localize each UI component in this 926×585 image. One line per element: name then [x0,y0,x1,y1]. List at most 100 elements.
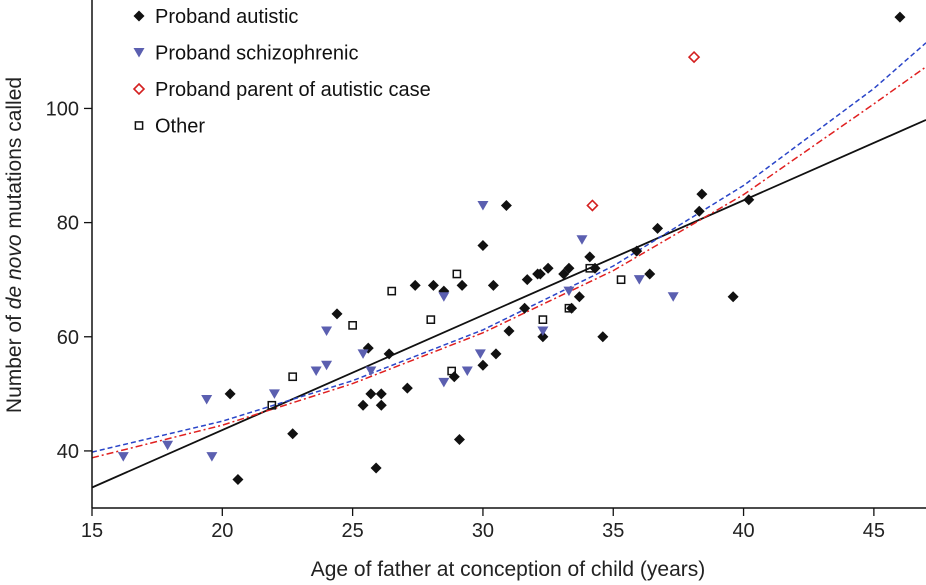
data-point [452,269,462,279]
data-point [576,235,588,245]
data-point [461,366,473,377]
data-point [566,302,578,314]
data-point [426,315,436,324]
data-point [563,262,575,274]
data-point [447,366,457,376]
data-point [633,275,645,285]
data-point [456,279,468,291]
data-point [693,205,705,217]
y-axis-title-part-3: mutations called [3,77,26,235]
y-tick-label: 60 [57,327,79,349]
data-point [453,434,465,446]
data-point [348,320,357,330]
data-point [503,325,515,337]
data-point [387,286,397,296]
y-axis-title-part-2: de novo [3,234,26,309]
data-point [537,326,549,337]
data-point [448,371,460,383]
data-point [375,388,387,400]
data-points [117,11,906,485]
series-0 [224,11,906,485]
data-point [644,268,656,280]
x-tick-label: 35 [602,520,624,542]
y-tick-label: 80 [57,213,79,235]
data-point [201,395,213,405]
data-point [401,382,413,394]
data-point [542,262,554,274]
data-point [409,279,421,291]
fit-line-solid [91,119,926,489]
data-point [563,286,575,297]
data-point [519,302,531,314]
legend-marker [132,82,146,96]
legend-label: Proband autistic [155,6,298,28]
y-axis-title: Number of de novo mutations called [3,77,26,413]
ticks: 15 20 25 30 35 40 45 40 60 80 100 [46,98,885,542]
data-point [224,388,236,400]
data-point [667,292,679,302]
x-axis-title: Age of father at conception of child (ye… [311,558,706,581]
data-point [365,388,377,400]
legend-label: Other [155,116,205,138]
data-point [631,245,643,257]
data-point [564,303,574,313]
data-point [375,399,387,411]
data-point [438,292,450,302]
data-point [438,377,450,388]
series-3 [267,263,626,410]
data-point [584,251,596,263]
data-point [365,366,377,377]
data-point [616,275,626,285]
fit-line-dashed [91,42,926,453]
data-point [589,262,601,274]
y-tick-label: 40 [57,441,79,463]
data-point [477,239,489,251]
data-point [383,348,395,360]
data-point [687,50,701,64]
legend-entry: Proband autistic [133,6,298,28]
data-point [206,452,218,462]
data-point [573,291,585,303]
data-point [268,389,280,399]
data-point [585,263,595,273]
series-1 [117,200,679,462]
x-tick-label: 30 [472,520,494,542]
data-point [586,199,599,212]
data-point [287,428,299,440]
data-point [487,279,499,291]
axes [91,0,926,509]
data-point [288,372,298,382]
x-tick-label: 40 [732,520,754,542]
legend: Proband autistic Proband schizophrenic Pro… [132,6,431,138]
data-point [521,274,533,286]
data-point [500,199,512,211]
data-point [652,222,664,234]
data-point [696,188,708,200]
legend-label: Proband schizophrenic [155,43,358,65]
x-tick-label: 25 [342,520,364,542]
data-point [477,359,489,371]
data-point [267,400,277,410]
data-point [357,349,369,359]
legend-marker [133,48,145,58]
data-point [474,349,486,359]
data-point [117,452,129,462]
data-point [477,200,489,211]
data-point [321,326,333,337]
y-axis-title-part-1: Number of [3,309,26,413]
data-point [427,279,439,291]
data-point [357,399,369,411]
legend-entry: Proband schizophrenic [133,43,358,65]
data-point [232,473,244,485]
legend-entry: Proband parent of autistic case [132,79,431,101]
data-point [743,194,755,206]
data-point [894,11,906,23]
data-point [490,348,502,360]
x-tick-label: 15 [81,520,103,542]
x-tick-label: 20 [211,520,233,542]
data-point [162,440,174,451]
fit-lines [91,42,926,489]
fit-line-dash-dot [91,66,926,459]
series-2 [586,50,701,212]
